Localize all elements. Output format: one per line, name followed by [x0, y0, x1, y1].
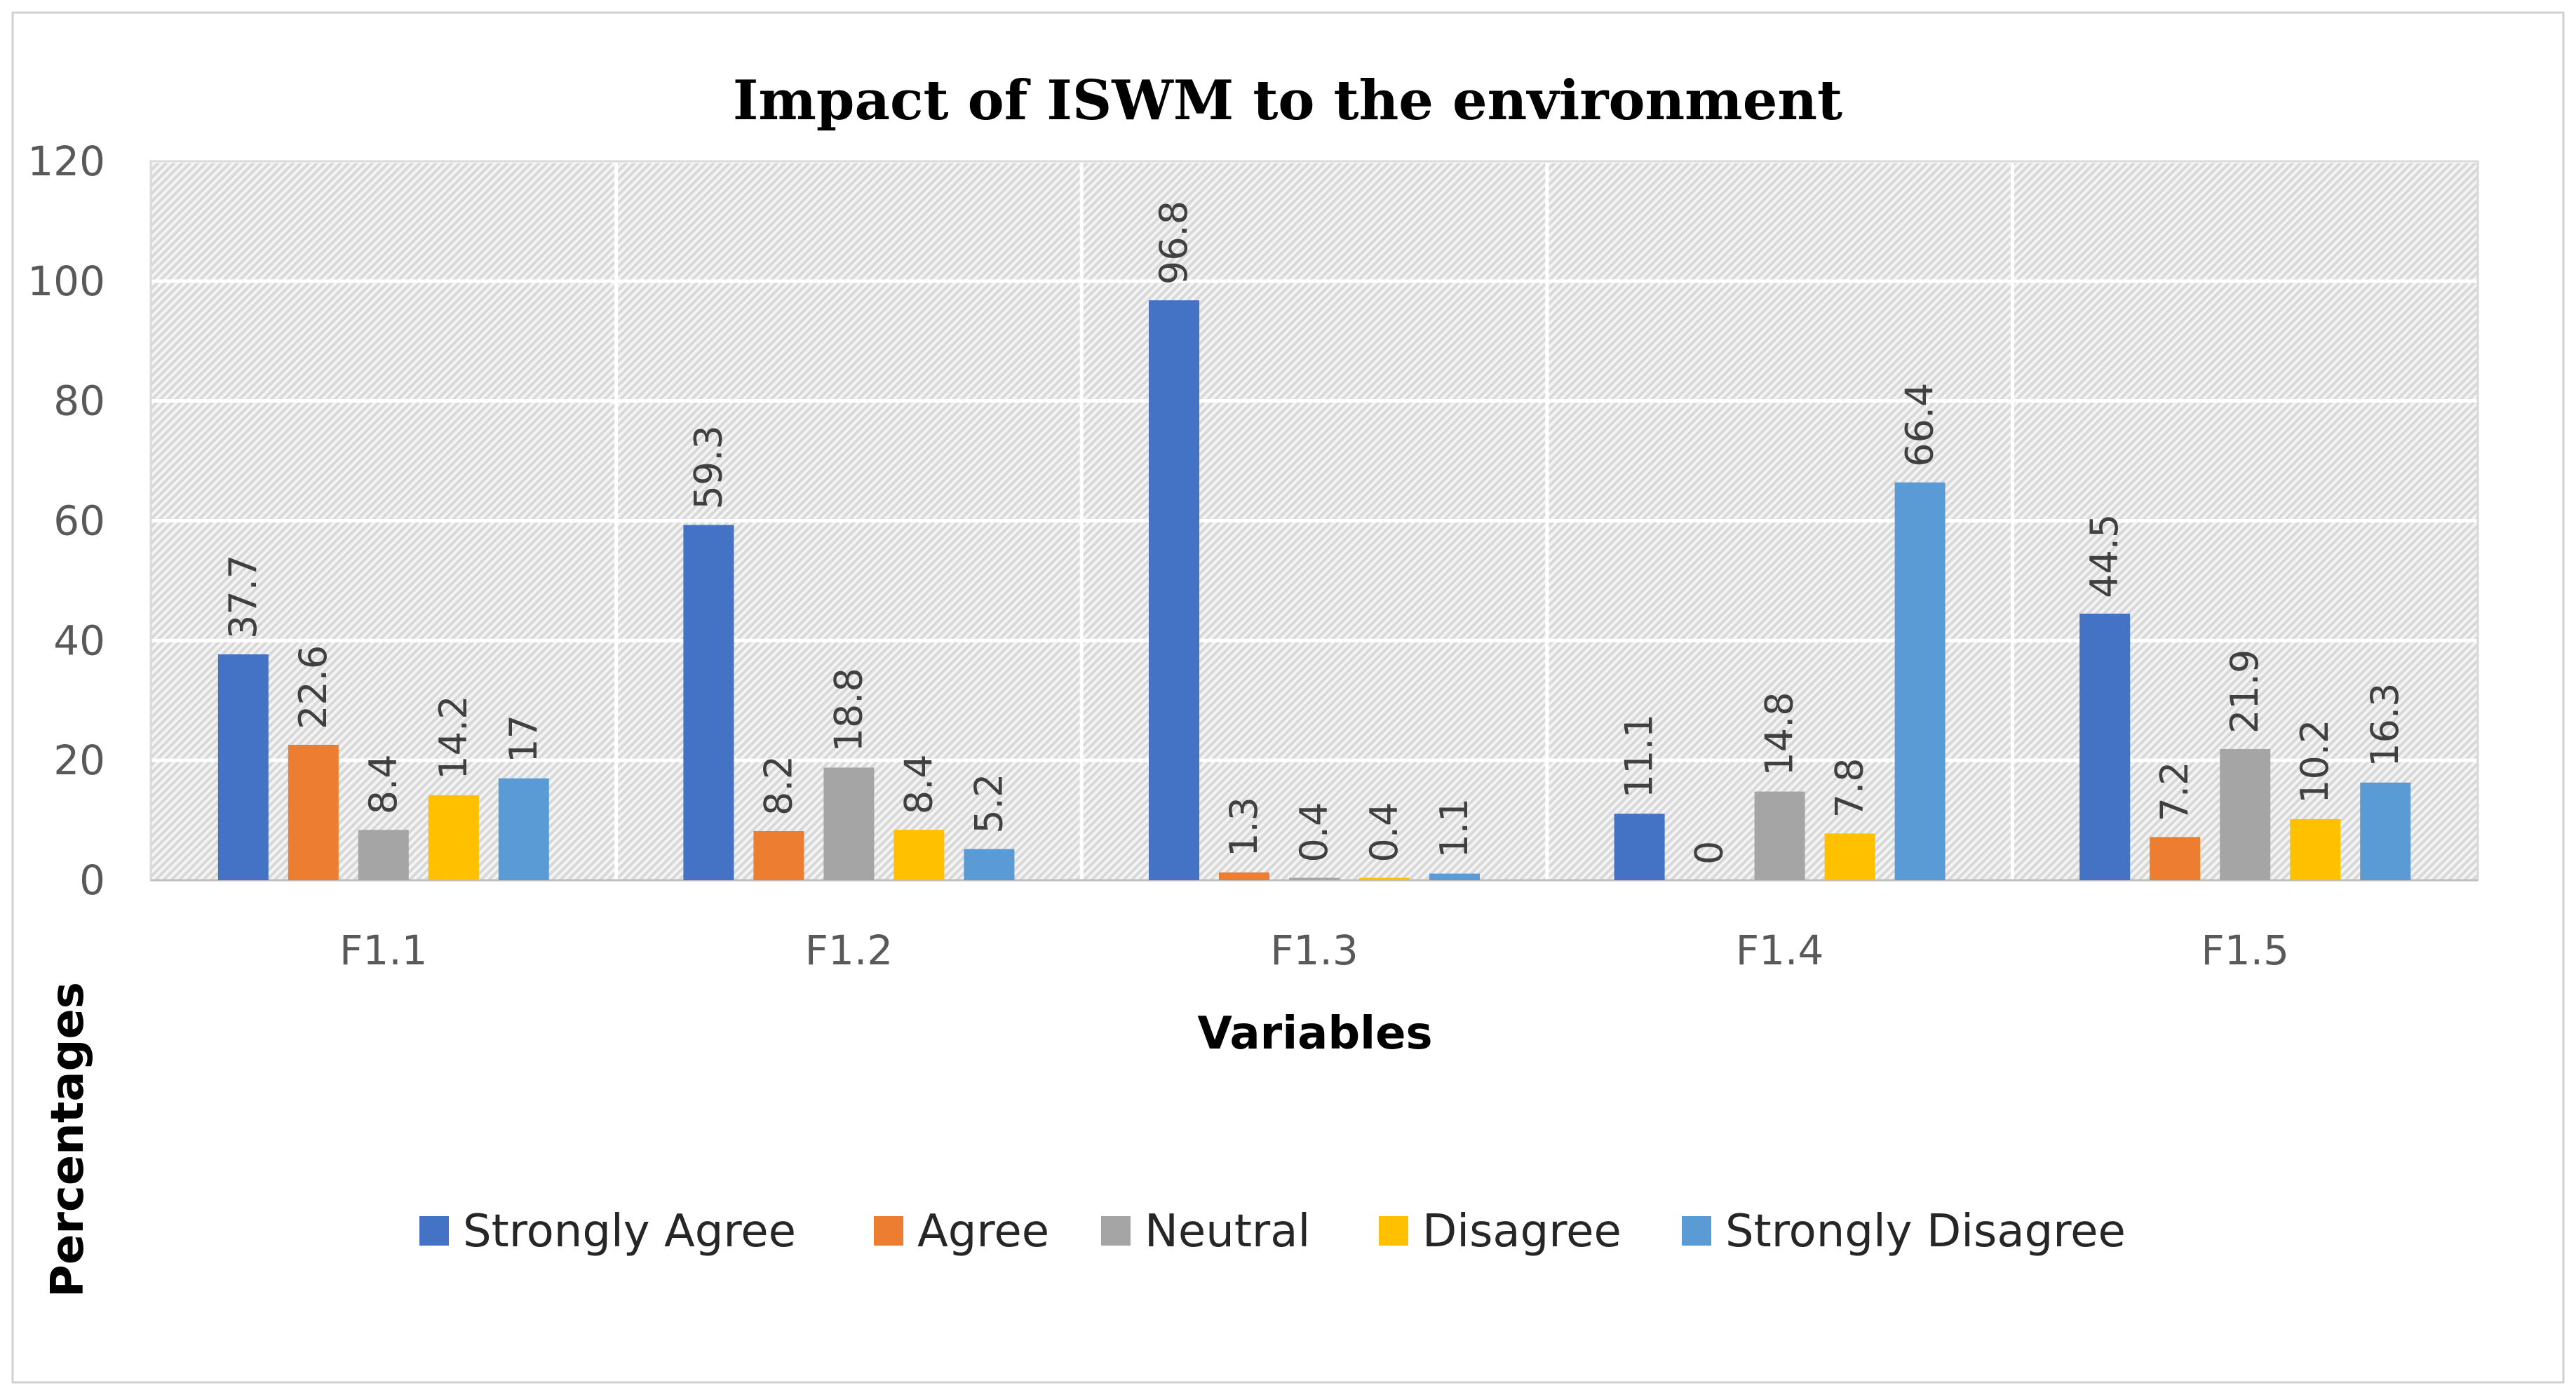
data-label: 16.3: [2363, 683, 2407, 767]
data-label: 8.4: [896, 754, 940, 814]
y-tick-label: 20: [53, 736, 105, 784]
bar-F1.3-neutral: [1289, 877, 1340, 880]
data-label: 66.4: [1898, 383, 1942, 467]
chart-title: Impact of ISWM to the environment: [733, 69, 1842, 133]
legend-label: Strongly Disagree: [1725, 1206, 2126, 1258]
legend-label: Strongly Agree: [463, 1206, 796, 1258]
data-label: 1.1: [1432, 798, 1476, 858]
bar-F1.3-strongly-agree: [1149, 300, 1199, 881]
legend-item-strongly-disagree: Strongly Disagree: [1682, 1206, 2126, 1258]
bar-F1.3-strongly-disagree: [1429, 873, 1480, 880]
bar-F1.4-disagree: [1824, 833, 1875, 880]
bar-F1.3-agree: [1219, 872, 1269, 880]
data-label: 10.2: [2293, 720, 2337, 804]
x-tick-label: F1.1: [339, 926, 428, 974]
legend-swatch: [874, 1216, 903, 1246]
data-label: 11.1: [1617, 714, 1661, 798]
legend-swatch: [1379, 1216, 1408, 1246]
x-tick-label: F1.2: [805, 926, 893, 974]
data-labels: 37.7 22.6 8.4 14.2 17 59.3 8.2 18.8 8.4 5.2 96.8 1.…: [221, 201, 2407, 865]
bar-F1.2-agree: [753, 830, 804, 880]
bar-F1.4-neutral: [1754, 791, 1805, 880]
gridlines: [149, 159, 2479, 882]
x-axis-categories: F1.1 F1.2 F1.3 F1.4 F1.5: [339, 926, 2289, 974]
legend-swatch: [1101, 1216, 1131, 1246]
x-tick-label: F1.5: [2201, 926, 2289, 974]
bar-F1.1-strongly-disagree: [498, 778, 549, 880]
legend-item-agree: Agree: [874, 1206, 1049, 1258]
y-tick-label: 80: [53, 377, 105, 425]
bar-F1.1-disagree: [428, 795, 479, 880]
bar-F1.2-neutral: [823, 767, 875, 880]
data-label: 0.4: [1362, 802, 1406, 863]
x-axis-title: Variables: [1197, 1008, 1432, 1060]
y-tick-label: 60: [53, 497, 105, 545]
x-tick-label: F1.3: [1270, 926, 1358, 974]
data-label: 14.8: [1758, 692, 1802, 776]
data-label: 21.9: [2223, 649, 2267, 734]
bar-F1.2-disagree: [893, 830, 945, 880]
data-label: 0: [1687, 841, 1732, 865]
bar-F1.1-agree: [288, 744, 339, 880]
bar-F1.2-strongly-agree: [683, 525, 734, 880]
data-label: 17: [501, 715, 546, 763]
y-tick-label: 40: [53, 616, 105, 664]
bar-F1.2-strongly-disagree: [964, 849, 1015, 880]
x-tick-label: F1.4: [1736, 926, 1824, 974]
legend-label: Neutral: [1145, 1206, 1310, 1258]
bar-F1.1-strongly-agree: [217, 654, 269, 880]
data-label: 14.2: [431, 695, 476, 779]
data-label: 59.3: [686, 425, 730, 509]
bar-F1.3-disagree: [1359, 877, 1410, 880]
y-tick-label: 100: [27, 257, 105, 305]
legend-swatch: [1682, 1216, 1711, 1246]
bar-F1.5-strongly-agree: [2079, 613, 2131, 880]
data-label: 5.2: [966, 774, 1011, 834]
y-tick-label: 120: [27, 137, 105, 185]
data-label: 96.8: [1152, 201, 1196, 285]
legend-item-disagree: Disagree: [1379, 1206, 1621, 1258]
bars: [217, 300, 2411, 881]
legend-label: Disagree: [1422, 1206, 1621, 1258]
bar-F1.5-disagree: [2290, 818, 2341, 880]
data-label: 7.2: [2152, 762, 2197, 822]
bar-F1.1-neutral: [358, 830, 409, 880]
legend-swatch: [419, 1216, 449, 1246]
y-axis-title: Percentages: [42, 982, 94, 1298]
data-label: 37.7: [221, 555, 265, 639]
y-tick-label: 0: [79, 856, 105, 904]
legend-label: Agree: [917, 1206, 1049, 1258]
legend-item-neutral: Neutral: [1101, 1206, 1310, 1258]
y-axis-ticks: 0 20 40 60 80 100 120: [27, 137, 105, 904]
data-label: 18.8: [826, 668, 870, 752]
data-label: 0.4: [1292, 802, 1336, 863]
data-label: 8.4: [361, 754, 405, 814]
data-label: 1.3: [1222, 797, 1266, 857]
data-label: 44.5: [2082, 514, 2126, 598]
bar-F1.5-strongly-disagree: [2360, 782, 2411, 880]
bar-F1.5-agree: [2150, 837, 2201, 880]
data-label: 22.6: [291, 645, 335, 729]
legend: Strongly Agree Agree Neutral Disagree Strong…: [419, 1206, 2126, 1258]
bar-F1.4-strongly-agree: [1614, 814, 1665, 880]
bar-F1.5-neutral: [2220, 748, 2271, 880]
data-label: 8.2: [756, 755, 800, 816]
legend-item-strongly-agree: Strongly Agree: [419, 1206, 796, 1258]
bar-F1.4-strongly-disagree: [1894, 482, 1946, 880]
data-label: 7.8: [1828, 757, 1872, 818]
